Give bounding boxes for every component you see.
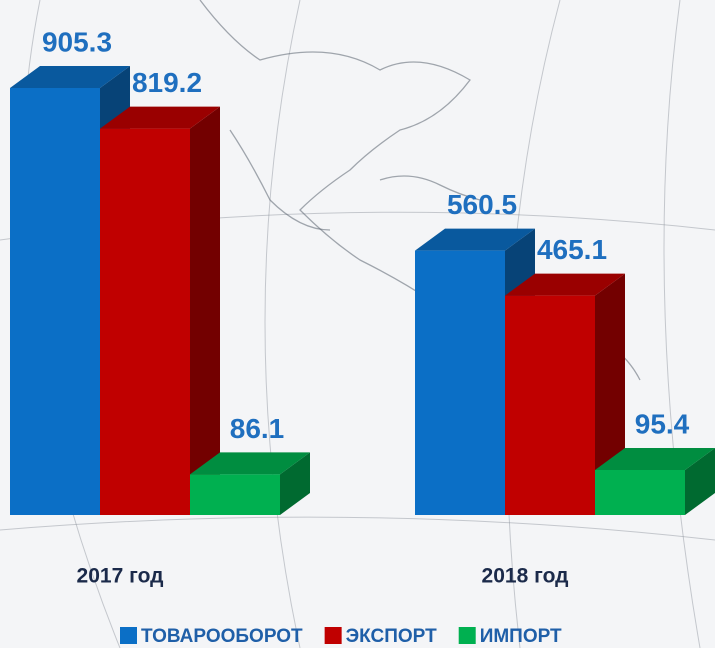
bar-top [415,228,535,251]
bar-top [100,106,220,129]
legend-swatch [324,627,342,644]
bar-top [10,66,130,88]
bar-top [190,452,310,475]
bar-front [415,250,505,515]
data-label: 819.2 [132,67,202,98]
bar [190,452,310,515]
legend-swatch [120,627,137,644]
bar-front [10,88,100,515]
legend-label: ТОВАРООБОРОТ [141,626,303,647]
bar-front [100,128,190,515]
bar [595,448,715,515]
data-label: 560.5 [447,189,517,220]
bar-top [505,273,625,296]
bar-side [190,106,220,515]
bar-front [190,474,280,515]
bar-front [505,295,595,515]
data-label: 86.1 [230,413,285,444]
data-label: 95.4 [635,408,690,439]
legend-swatch [458,627,476,644]
bar [505,273,625,515]
legend-label: ИМПОРТ [480,626,562,647]
bar-side [280,452,310,515]
x-tick-label: 2017 год [77,565,164,588]
x-tick-label: 2018 год [482,565,569,588]
bar [100,106,220,515]
data-label: 465.1 [537,234,607,265]
bar-top [595,448,715,471]
data-label: 905.3 [42,26,112,57]
bar-side [685,448,715,515]
bar-front [595,470,685,515]
legend-label: ЭКСПОРТ [346,626,437,647]
